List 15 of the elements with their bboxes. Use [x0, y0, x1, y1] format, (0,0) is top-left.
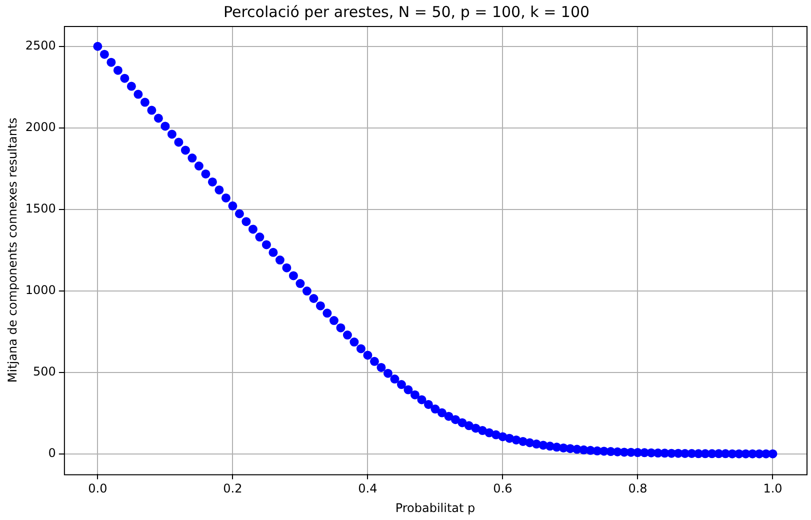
y-axis-title: Mitjana de components connexes resultants [5, 118, 20, 383]
y-tick-label: 2000 [25, 120, 56, 134]
x-tick-label: 0.0 [88, 482, 108, 496]
y-tick-label: 2500 [25, 38, 56, 52]
y-tick-label: 1000 [25, 282, 56, 297]
chart-title: Percolació per arestes, N = 50, p = 100, k = 100 [223, 2, 590, 21]
x-tick-label: 0.2 [223, 482, 242, 496]
y-tick-label: 1500 [25, 201, 56, 216]
x-tick-label: 0.8 [628, 482, 648, 496]
y-tick-label: 500 [33, 364, 56, 378]
x-tick-label: 0.6 [493, 482, 512, 496]
x-axis-title: Probabilitat p [395, 500, 476, 515]
y-tick-label: 0 [48, 446, 56, 460]
x-tick-label: 0.4 [358, 482, 378, 496]
x-tick-label: 1.0 [763, 482, 782, 496]
